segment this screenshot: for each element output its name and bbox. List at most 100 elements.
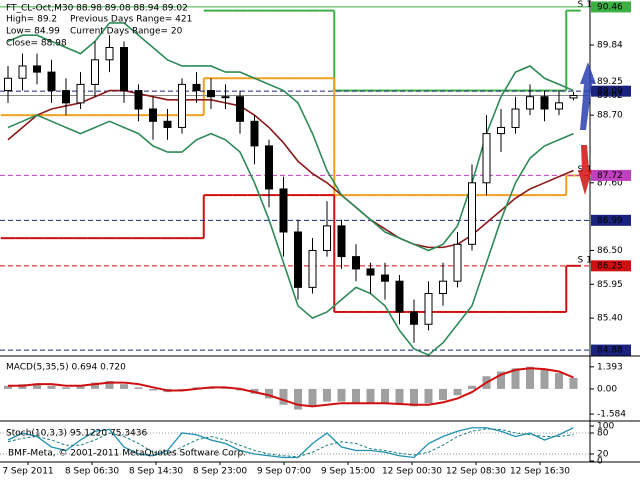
watermark: BMF-Meta, © 2001-2011 MetaQuotes Softwar… (8, 449, 246, 459)
x-tick-label: 12 Sep 00:30 (382, 467, 442, 477)
price-label: 87.72 (597, 171, 623, 181)
macd-bar (511, 368, 520, 389)
x-tick-label: 9 Sep 15:00 (321, 467, 376, 477)
y-tick-label: 0.00 (597, 384, 617, 394)
candle-body (352, 256, 360, 270)
candle-body (453, 243, 462, 282)
info-range: Current Days Range= 20 (70, 27, 183, 37)
price-label: 86.99 (597, 216, 623, 226)
candle-body (569, 94, 578, 99)
macd-bar (47, 385, 56, 389)
candle-body (207, 90, 215, 98)
price-label-box (591, 344, 631, 356)
candle-body (511, 108, 520, 128)
candle-body (540, 96, 549, 110)
macd-bar (178, 388, 186, 390)
price-label-box (591, 169, 631, 181)
macd-bar (424, 388, 433, 404)
price-label: 89.09 (597, 87, 623, 97)
y-tick-label: 87.60 (597, 178, 623, 188)
macd-bar (265, 388, 273, 399)
macd-bar (468, 385, 476, 389)
macd-bar (337, 388, 346, 402)
macd-bar (323, 388, 331, 402)
macd-bar (149, 388, 157, 391)
macd-bar (395, 388, 404, 405)
macd-bar (569, 377, 578, 389)
macd-bar (105, 380, 114, 389)
macd-bar (497, 371, 505, 389)
candle-body (236, 96, 244, 122)
candle-body (250, 120, 259, 147)
candle-body (178, 83, 186, 128)
candle-body (323, 225, 331, 251)
macd-bar (308, 388, 317, 407)
candle-body (18, 65, 27, 79)
macd-bar (540, 369, 549, 389)
indicator-line (7, 89, 574, 249)
macd-bar (294, 388, 302, 410)
indicator-line (7, 22, 574, 252)
macd-bar (410, 388, 418, 407)
level-label: S 1 (578, 0, 592, 10)
candle-body (526, 96, 534, 110)
candle-body (381, 274, 389, 282)
info-range: Previous Days Range= 421 (70, 15, 192, 25)
y-tick-label: 89.25 (597, 77, 623, 87)
y-tick-label: 100 (597, 422, 614, 432)
price-label-box (591, 85, 631, 97)
candle-body (410, 311, 418, 325)
candle-body (424, 293, 433, 325)
price-label-box (591, 214, 631, 226)
price-label-box (591, 1, 631, 13)
macd-title: MACD(5,35,5) 0.694 0.720 (6, 363, 126, 373)
candle-body (149, 108, 157, 122)
indicator-line (7, 114, 574, 356)
info-high: High= 89.2 (6, 15, 57, 25)
y-tick-label: 85.95 (597, 280, 623, 290)
candle-body (76, 83, 85, 104)
candle-body (482, 133, 491, 184)
down-arrow (578, 145, 592, 195)
macd-bar (526, 366, 534, 389)
candle-body (105, 47, 114, 61)
candle-body (4, 77, 12, 92)
macd-bar (366, 388, 375, 404)
stoch-signal (7, 428, 574, 458)
candle-body (337, 225, 346, 258)
price-label: 89.02 (597, 91, 623, 101)
x-tick-label: 7 Sep 2011 (2, 467, 53, 477)
y-tick-label: 86.50 (597, 246, 623, 256)
chart-title: FT_CL-Oct,M30 88.98 89.08 88.94 89.02 (6, 4, 188, 14)
macd-bar (76, 385, 85, 389)
candle-body (192, 83, 201, 92)
candle-body (134, 90, 143, 110)
y-tick-label: 80 (597, 429, 609, 439)
stoch-main (7, 427, 574, 459)
x-tick-label: 12 Sep 08:30 (446, 467, 506, 477)
x-tick-label: 12 Sep 16:30 (510, 467, 570, 477)
candle-body (265, 145, 273, 190)
candle-body (33, 65, 41, 73)
macd-bar (120, 384, 128, 389)
candle-body (163, 120, 172, 128)
candle-body (497, 126, 505, 135)
macd-bar (555, 373, 563, 389)
macd-bar (453, 388, 462, 396)
candle-body (308, 249, 317, 288)
macd-bar (134, 387, 143, 389)
y-tick-label: 85.40 (597, 314, 623, 324)
candle-body (439, 280, 447, 295)
x-tick-label: 8 Sep 23:00 (193, 467, 248, 477)
candle-body (221, 96, 230, 99)
candle-body (555, 102, 563, 110)
info-close: Close= 88.98 (6, 39, 67, 49)
candle-body (91, 59, 99, 85)
macd-signal (8, 367, 574, 408)
macd-bar (91, 382, 99, 389)
price-label: 84.88 (597, 346, 623, 356)
macd-bar (62, 387, 70, 389)
y-tick-label: 89.84 (597, 41, 623, 51)
candle-body (279, 188, 288, 233)
